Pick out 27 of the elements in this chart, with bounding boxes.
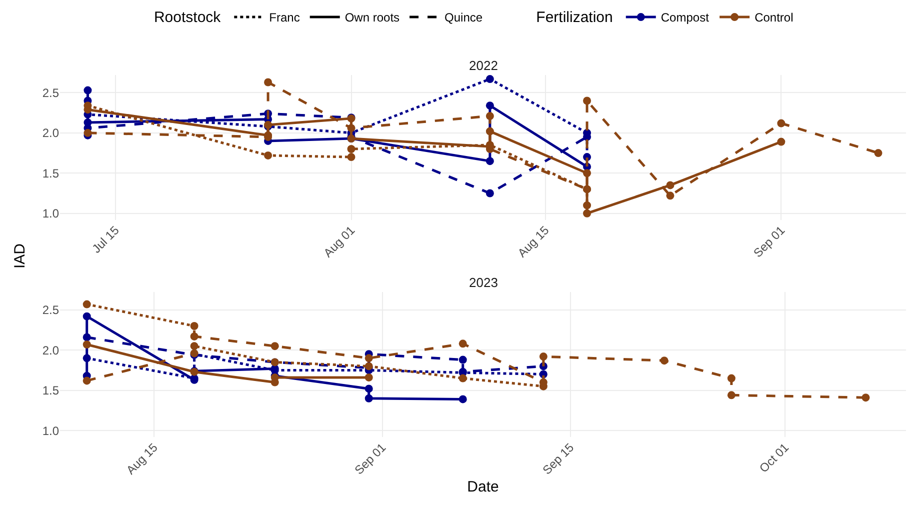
x-tick-label: Jul 15 — [89, 223, 122, 256]
chart-title: 2022 — [469, 58, 498, 73]
y-tick-label: 1.5 — [42, 166, 60, 180]
x-tick-label: Sep 15 — [540, 440, 577, 478]
x-tick-label: Oct 01 — [756, 440, 792, 476]
x-tick-label: Sep 01 — [352, 440, 389, 478]
legend-label: Own roots — [344, 10, 400, 25]
y-tick-label: 1.5 — [42, 384, 60, 398]
text: Fertilization — [536, 9, 613, 26]
y-tick-label: 2.0 — [42, 343, 60, 358]
y-tick-label: 2.0 — [42, 126, 60, 140]
text: Rootstock — [154, 9, 221, 26]
legend-label: Franc — [269, 10, 300, 25]
y-tick-label: 2.5 — [42, 303, 60, 318]
x-tick-label: Aug 15 — [514, 223, 552, 260]
y-axis-title: IAD — [12, 243, 28, 268]
x-tick-label: Sep 01 — [750, 223, 788, 260]
x-axis-title: Date — [467, 478, 499, 496]
legend-label: Compost — [660, 10, 710, 25]
x-tick-label: Aug 01 — [320, 223, 358, 260]
x-tick-label: Aug 15 — [124, 440, 161, 478]
y-tick-label: 1.0 — [42, 424, 60, 438]
y-tick-label: 2.5 — [42, 86, 60, 100]
chart-title: 2023 — [469, 275, 498, 290]
legend-label: Quince — [444, 10, 483, 25]
legend-label: Control — [754, 10, 794, 25]
y-tick-label: 1.0 — [42, 206, 60, 221]
